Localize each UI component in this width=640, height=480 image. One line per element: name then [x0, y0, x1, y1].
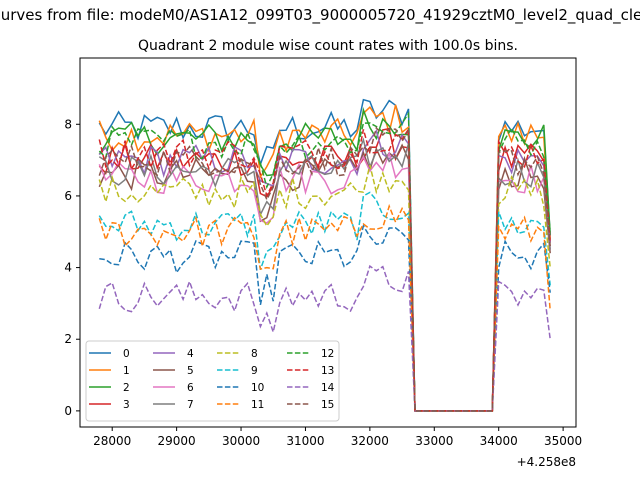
legend-label-10: 10: [251, 382, 264, 394]
legend-label-2: 2: [123, 382, 130, 394]
x-tick-label: 31000: [286, 434, 324, 448]
legend-label-12: 12: [321, 348, 334, 360]
chart-title: Quadrant 2 module wise count rates with …: [138, 38, 518, 54]
x-tick-label: 30000: [222, 434, 260, 448]
series-line-8: [98, 165, 551, 412]
y-tick-label: 8: [64, 117, 72, 131]
plot-frame: [79, 57, 577, 428]
y-tick-label: 4: [64, 261, 72, 275]
y-tick-label: 2: [64, 332, 72, 346]
x-tick-label: 32000: [351, 434, 389, 448]
x-tick-label: 34000: [480, 434, 518, 448]
x-tick-label: 28000: [93, 434, 131, 448]
legend-label-1: 1: [123, 365, 130, 377]
x-axis-offset-label: +4.258e8: [517, 455, 576, 469]
x-tick-label: 33000: [415, 434, 453, 448]
axis-ticks: 28000 29000 30000 31000 32000 33000 34000 35000…: [64, 117, 582, 448]
legend-label-3: 3: [123, 399, 130, 411]
legend-label-0: 0: [123, 348, 130, 360]
figure-suptitle: Light curves from file: modeM0/AS1A12_09…: [0, 6, 640, 25]
legend-box: [85, 340, 340, 422]
legend-label-9: 9: [251, 365, 258, 377]
legend-label-4: 4: [187, 348, 194, 360]
legend-label-7: 7: [187, 399, 194, 411]
legend-label-11: 11: [251, 399, 264, 411]
plot-area: [98, 98, 551, 412]
y-tick-label: 0: [64, 404, 72, 418]
y-tick-label: 6: [64, 189, 72, 203]
legend-label-15: 15: [321, 399, 334, 411]
legend-label-13: 13: [321, 365, 334, 377]
x-tick-label: 35000: [544, 434, 582, 448]
x-tick-label: 29000: [158, 434, 196, 448]
legend-label-6: 6: [187, 382, 194, 394]
legend-label-14: 14: [321, 382, 335, 394]
series-line-15: [98, 126, 551, 412]
legend-label-8: 8: [251, 348, 258, 360]
legend-label-5: 5: [187, 365, 194, 377]
